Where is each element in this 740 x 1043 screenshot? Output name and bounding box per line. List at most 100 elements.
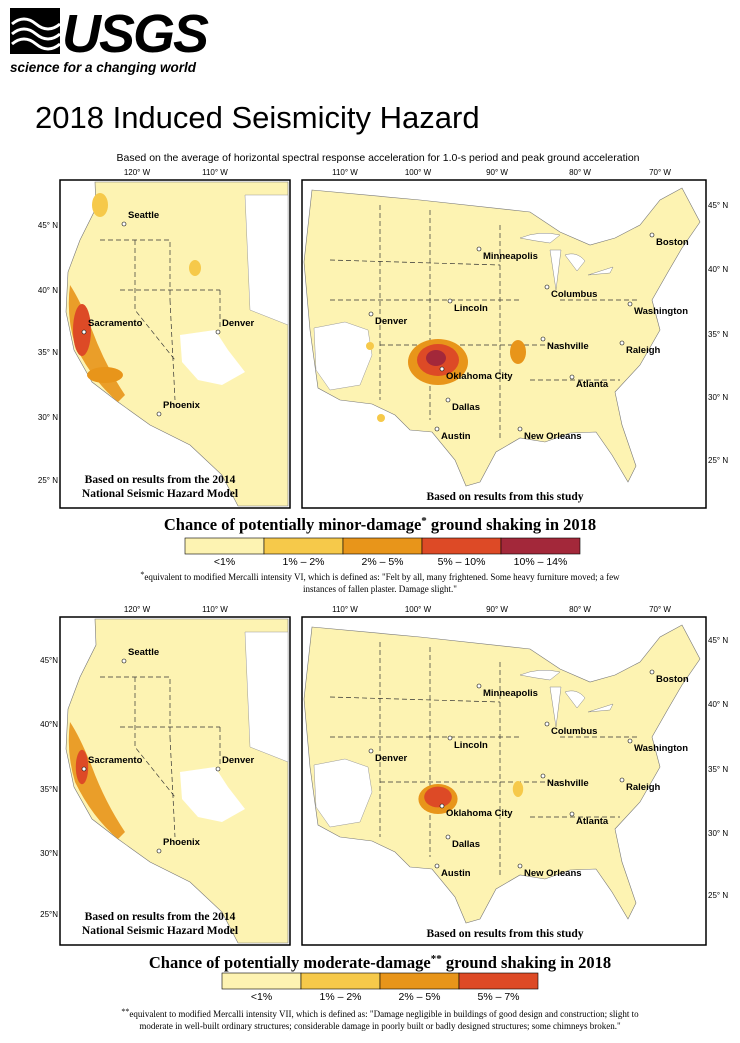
outside-area (180, 767, 245, 822)
footnote-mark: ** (121, 1007, 129, 1016)
legend-swatch (300, 972, 381, 990)
outside-area (180, 330, 245, 385)
latitude-label: 45° N (708, 636, 728, 645)
map-note: Based on results from the 2014 (85, 474, 236, 486)
city-label: Lincoln (454, 303, 488, 314)
city-marker (368, 748, 374, 754)
city-label: Washington (634, 306, 688, 317)
latitude-label: 40°N (40, 720, 58, 729)
legend-label: 2% – 5% (398, 991, 440, 1003)
longitude-label: 110° W (202, 168, 228, 177)
city-label: Sacramento (88, 755, 143, 766)
city-label: Boston (656, 237, 689, 248)
legend-swatch (500, 537, 581, 555)
city-label: Washington (634, 743, 688, 754)
latitude-label: 25° N (38, 476, 58, 485)
longitude-label: 100° W (405, 605, 432, 614)
legend-label: 1% – 2% (282, 556, 324, 568)
city-marker (121, 658, 127, 664)
west-map: 120° W 110° W 45° N 40° N 35° N 30° N 25° N Sea… (38, 168, 291, 509)
hazard-panel: 120° W 110° W 45°N 40°N 35°N 30°N 25°N Seattle S… (40, 605, 728, 1031)
city-marker (445, 834, 451, 840)
city-label: Dallas (452, 402, 480, 413)
hazard-zone (424, 786, 452, 808)
longitude-label: 80° W (569, 168, 591, 177)
legend-title-mark: * (421, 515, 427, 527)
latitude-label: 40° N (708, 265, 728, 274)
state-borders (329, 642, 640, 877)
legend-label: 2% – 5% (361, 556, 403, 568)
city-marker (81, 329, 87, 335)
city-marker (540, 336, 546, 342)
city-marker (540, 773, 546, 779)
longitude-label: 110° W (332, 605, 358, 614)
hazard-zone (87, 367, 123, 383)
city-marker (215, 329, 221, 335)
city-label: Minneapolis (483, 251, 538, 262)
legend-label: <1% (214, 556, 235, 568)
hazard-zone (366, 342, 374, 350)
city-marker (445, 397, 451, 403)
longitude-label: 110° W (332, 168, 358, 177)
usgs-logo: USGS science for a changing world (10, 4, 211, 75)
city-label: New Orleans (524, 868, 582, 879)
city-marker (619, 340, 625, 346)
longitude-label: 70° W (649, 605, 671, 614)
legend-swatch (184, 537, 265, 555)
great-lakes (519, 232, 614, 291)
city-label: Nashville (547, 778, 589, 789)
hazard-panel: 120° W 110° W 45° N 40° N 35° N 30° N 25° N Sea… (38, 168, 728, 594)
outside-area (244, 631, 289, 763)
footnote-text: instances of fallen plaster. Damage slig… (303, 584, 457, 594)
legend-label: 5% – 10% (438, 556, 486, 568)
city-label: Seattle (128, 210, 159, 221)
footnote: **equivalent to modified Mercalli intens… (121, 1007, 639, 1019)
city-marker (649, 232, 655, 238)
city-label: Lincoln (454, 740, 488, 751)
state-borders (100, 239, 221, 401)
legend-label: 10% – 14% (514, 556, 568, 568)
hazard-zone (512, 781, 524, 797)
hazard-zone (73, 304, 91, 356)
city-label: Austin (441, 868, 471, 879)
latitude-label: 30° N (708, 393, 728, 402)
conus-map: 110° W 100° W 90° W 80° W 70° W 45° N 40° N 35°… (301, 168, 728, 509)
great-lakes (519, 669, 614, 728)
legend-swatch (342, 537, 423, 555)
outside-area (313, 321, 373, 391)
hazard-zone (510, 340, 526, 364)
hazard-zone (189, 260, 201, 276)
page-subtitle: Based on the average of horizontal spect… (117, 152, 640, 164)
footnote-text: equivalent to modified Mercalli intensit… (129, 1009, 639, 1019)
state-borders (100, 676, 221, 838)
legend-title-mark: ** (431, 953, 443, 965)
longitude-label: 100° W (405, 168, 432, 177)
latitude-label: 35°N (40, 785, 58, 794)
footnote-mark: * (140, 570, 144, 579)
city-marker (81, 766, 87, 772)
city-marker (121, 221, 127, 227)
city-marker (544, 721, 550, 727)
map-note: National Seismic Hazard Model (82, 488, 238, 500)
city-label: Dallas (452, 839, 480, 850)
latitude-label: 45°N (40, 656, 58, 665)
land (303, 187, 701, 487)
city-label: Columbus (551, 289, 597, 300)
city-marker (476, 683, 482, 689)
city-marker (368, 311, 374, 317)
west-map: 120° W 110° W 45°N 40°N 35°N 30°N 25°N Seattle S… (40, 605, 291, 946)
longitude-label: 90° W (486, 605, 508, 614)
city-marker (476, 246, 482, 252)
city-marker (439, 803, 445, 809)
city-label: New Orleans (524, 431, 582, 442)
longitude-label: 80° W (569, 605, 591, 614)
latitude-label: 25°N (40, 910, 58, 919)
footnote-text: equivalent to modified Mercalli intensit… (144, 572, 620, 582)
land (303, 624, 701, 924)
city-marker (569, 811, 575, 817)
map-note: Based on results from the 2014 (85, 911, 236, 923)
hazard-zone (426, 350, 446, 366)
city-label: Denver (375, 753, 408, 764)
latitude-label: 30° N (708, 829, 728, 838)
city-label: Raleigh (626, 345, 661, 356)
